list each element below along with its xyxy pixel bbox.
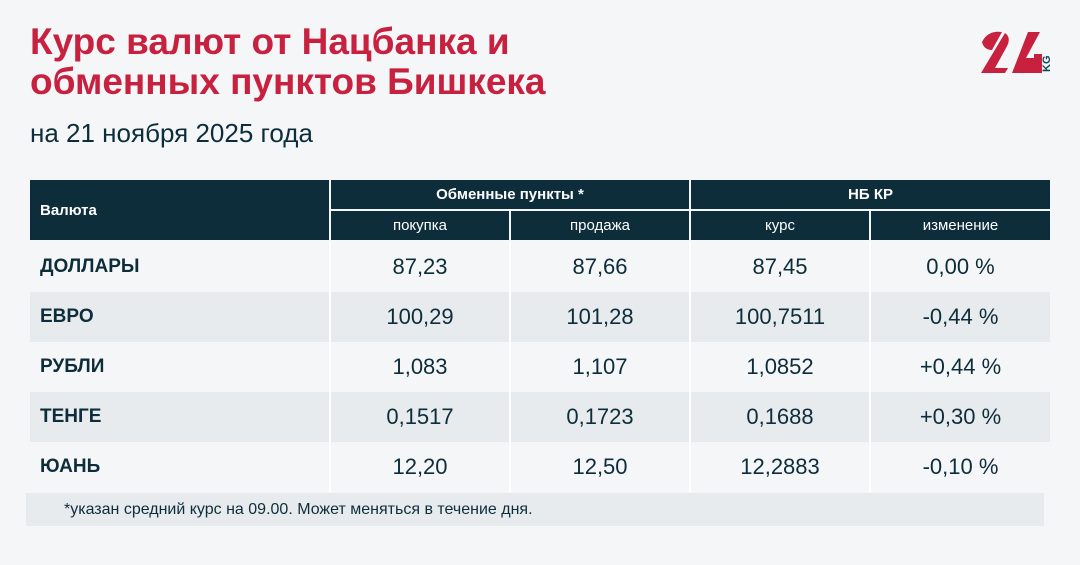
cell-change: -0,44 % [868, 292, 1051, 342]
cell-sell: 87,66 [509, 241, 691, 292]
header-sell: продажа [509, 210, 691, 242]
cell-rate: 100,7511 [689, 292, 871, 342]
logo-24kg: KG [981, 31, 1053, 73]
footnote: *указан средний курс на 09.00. Может мен… [26, 493, 1044, 526]
cell-sell: 0,1723 [509, 392, 691, 442]
subtitle: на 21 ноября 2025 года [30, 118, 313, 148]
header-nbkr: НБ КР [688, 180, 1051, 211]
table-row: РУБЛИ 1,083 1,107 1,0852 +0,44 % [30, 342, 1051, 392]
table-row: ТЕНГЕ 0,1517 0,1723 0,1688 +0,30 % [30, 392, 1051, 442]
header-rate: курс [689, 210, 871, 242]
cell-name: ДОЛЛАРЫ [30, 241, 331, 292]
cell-name: ЮАНЬ [30, 442, 331, 492]
title-line: обменных пунктов Бишкека [30, 61, 546, 102]
svg-text:KG: KG [1041, 56, 1053, 73]
cell-rate: 87,45 [689, 241, 871, 292]
cell-rate: 0,1688 [689, 392, 871, 442]
cell-name: ТЕНГЕ [30, 392, 331, 442]
header-exchange-points: Обменные пункты * [329, 180, 691, 211]
cell-name: ЕВРО [30, 292, 331, 342]
cell-change: -0,10 % [868, 442, 1051, 492]
header-currency: Валюта [30, 180, 331, 242]
cell-sell: 101,28 [509, 292, 691, 342]
table-row: ЕВРО 100,29 101,28 100,7511 -0,44 % [30, 292, 1051, 342]
header-buy: покупка [329, 210, 511, 242]
title-line: Курс валют от Нацбанка и [30, 21, 510, 62]
cell-buy: 100,29 [329, 292, 511, 342]
page-title: Курс валют от Нацбанка и обменных пунктов… [30, 22, 546, 102]
header-change: изменение [868, 210, 1051, 242]
cell-name: РУБЛИ [30, 342, 331, 392]
cell-change: +0,30 % [868, 392, 1051, 442]
cell-rate: 12,2883 [689, 442, 871, 492]
cell-buy: 87,23 [329, 241, 511, 292]
cell-buy: 0,1517 [329, 392, 511, 442]
table-row: ЮАНЬ 12,20 12,50 12,2883 -0,10 % [30, 442, 1051, 492]
cell-sell: 12,50 [509, 442, 691, 492]
cell-change: +0,44 % [868, 342, 1051, 392]
cell-buy: 1,083 [329, 342, 511, 392]
cell-rate: 1,0852 [689, 342, 871, 392]
cell-buy: 12,20 [329, 442, 511, 492]
table-row: ДОЛЛАРЫ 87,23 87,66 87,45 0,00 % [30, 241, 1051, 292]
currency-table: Валюта Обменные пункты * НБ КР покупка п… [30, 180, 1051, 492]
cell-sell: 1,107 [509, 342, 691, 392]
cell-change: 0,00 % [868, 241, 1051, 292]
